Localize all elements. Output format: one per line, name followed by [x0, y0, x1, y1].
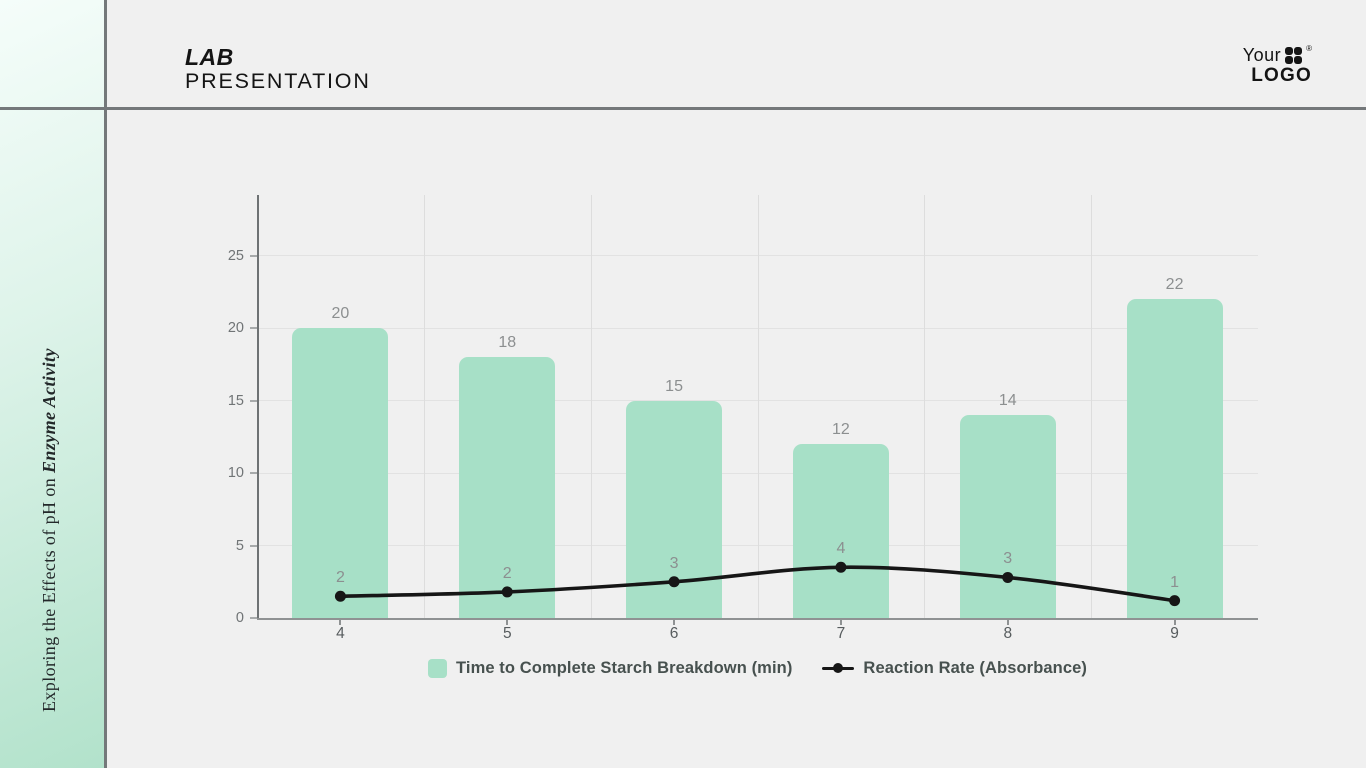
y-axis-tick	[250, 544, 257, 547]
legend-swatch-green	[428, 658, 448, 678]
grid-line-vertical	[423, 195, 425, 618]
bar	[626, 400, 723, 618]
line-point-label: 1	[1170, 573, 1180, 591]
x-axis-tick	[839, 618, 842, 625]
grid-line-vertical	[1091, 195, 1093, 618]
x-axis-label: 6	[669, 625, 679, 642]
y-axis-line	[257, 195, 259, 618]
chart-plot-area: 0 5 10 15 20 25 20 18 15 12 14 22 4 5 6 7 8 9 2 2 3 4 3 1	[228, 195, 1258, 642]
bar	[959, 415, 1056, 618]
y-axis-tick	[250, 617, 257, 619]
line-point-label: 2	[502, 564, 512, 582]
registered-mark: ®	[1306, 44, 1312, 53]
x-axis-label: 4	[336, 625, 345, 642]
grid-line-horizontal	[259, 545, 1258, 547]
bar-value-label: 18	[498, 334, 517, 352]
legend-item-bar-series: Time to Complete Starch Breakdown (min)	[428, 658, 793, 678]
bar	[1126, 299, 1223, 618]
line-marker-icon	[822, 663, 855, 673]
grid-line-horizontal	[259, 472, 1258, 474]
bar-value-label: 12	[832, 421, 850, 439]
legend-label-line-series: Reaction Rate (Absorbance)	[863, 658, 1087, 677]
y-axis-label: 20	[227, 320, 244, 337]
x-axis-tick	[1006, 618, 1009, 625]
y-axis-label: 25	[227, 247, 244, 264]
y-axis-tick	[250, 327, 257, 330]
horizontal-divider	[0, 107, 1366, 110]
logo: Your ® LOGO	[1242, 44, 1312, 87]
vertical-divider	[104, 0, 107, 768]
logo-word-logo: LOGO	[1251, 65, 1312, 86]
y-axis-tick	[250, 399, 257, 402]
x-axis-tick	[673, 618, 676, 625]
subtitle-emphasis: Enzyme Activity	[39, 348, 59, 473]
line-point-label: 4	[836, 540, 846, 558]
subtitle-prefix: Exploring the Effects of pH on	[39, 472, 59, 712]
bar-value-label: 14	[998, 392, 1017, 410]
x-axis-label: 8	[1003, 625, 1013, 642]
bar-value-label: 20	[331, 305, 350, 323]
slide-subtitle-vertical: Exploring the Effects of pH on Enzyme Ac…	[39, 348, 60, 712]
y-axis-label: 5	[235, 537, 244, 554]
clover-icon	[1285, 47, 1303, 64]
sidebar: Exploring the Effects of pH on Enzyme Ac…	[0, 0, 105, 768]
x-axis-label: 5	[502, 625, 512, 642]
line-point-label: 3	[669, 554, 679, 572]
page-title-line2: PRESENTATION	[185, 69, 371, 93]
y-axis-label: 0	[235, 610, 244, 626]
x-axis-tick	[1173, 618, 1176, 625]
x-axis-line	[257, 618, 1258, 620]
x-axis-label: 9	[1170, 625, 1179, 642]
line-point-label: 3	[1003, 550, 1013, 568]
x-axis-label: 7	[836, 625, 846, 642]
page-title: LAB PRESENTATION	[185, 46, 371, 93]
y-axis-label: 15	[227, 392, 244, 409]
grid-line-vertical	[924, 195, 926, 618]
x-axis-tick	[506, 618, 509, 625]
bar	[792, 444, 889, 618]
y-axis-tick	[250, 254, 257, 257]
grid-line-horizontal	[259, 400, 1258, 402]
page-title-line1: LAB	[185, 44, 234, 70]
grid-line-horizontal	[259, 255, 1258, 257]
legend-item-line-series: Reaction Rate (Absorbance)	[822, 659, 1087, 678]
bar-value-label: 15	[665, 377, 683, 395]
legend-label-bar-series: Time to Complete Starch Breakdown (min)	[456, 658, 793, 677]
grid-line-vertical	[590, 195, 592, 618]
bar-value-label: 22	[1165, 276, 1184, 294]
logo-word-your: Your	[1242, 45, 1282, 65]
chart-legend: Time to Complete Starch Breakdown (min) …	[257, 653, 1258, 683]
line-point-label: 2	[335, 569, 345, 587]
y-axis-label: 10	[227, 465, 244, 482]
grid-line-horizontal	[259, 327, 1258, 329]
x-axis-tick	[339, 618, 342, 625]
y-axis-tick	[250, 472, 257, 475]
grid-line-vertical	[757, 195, 759, 618]
